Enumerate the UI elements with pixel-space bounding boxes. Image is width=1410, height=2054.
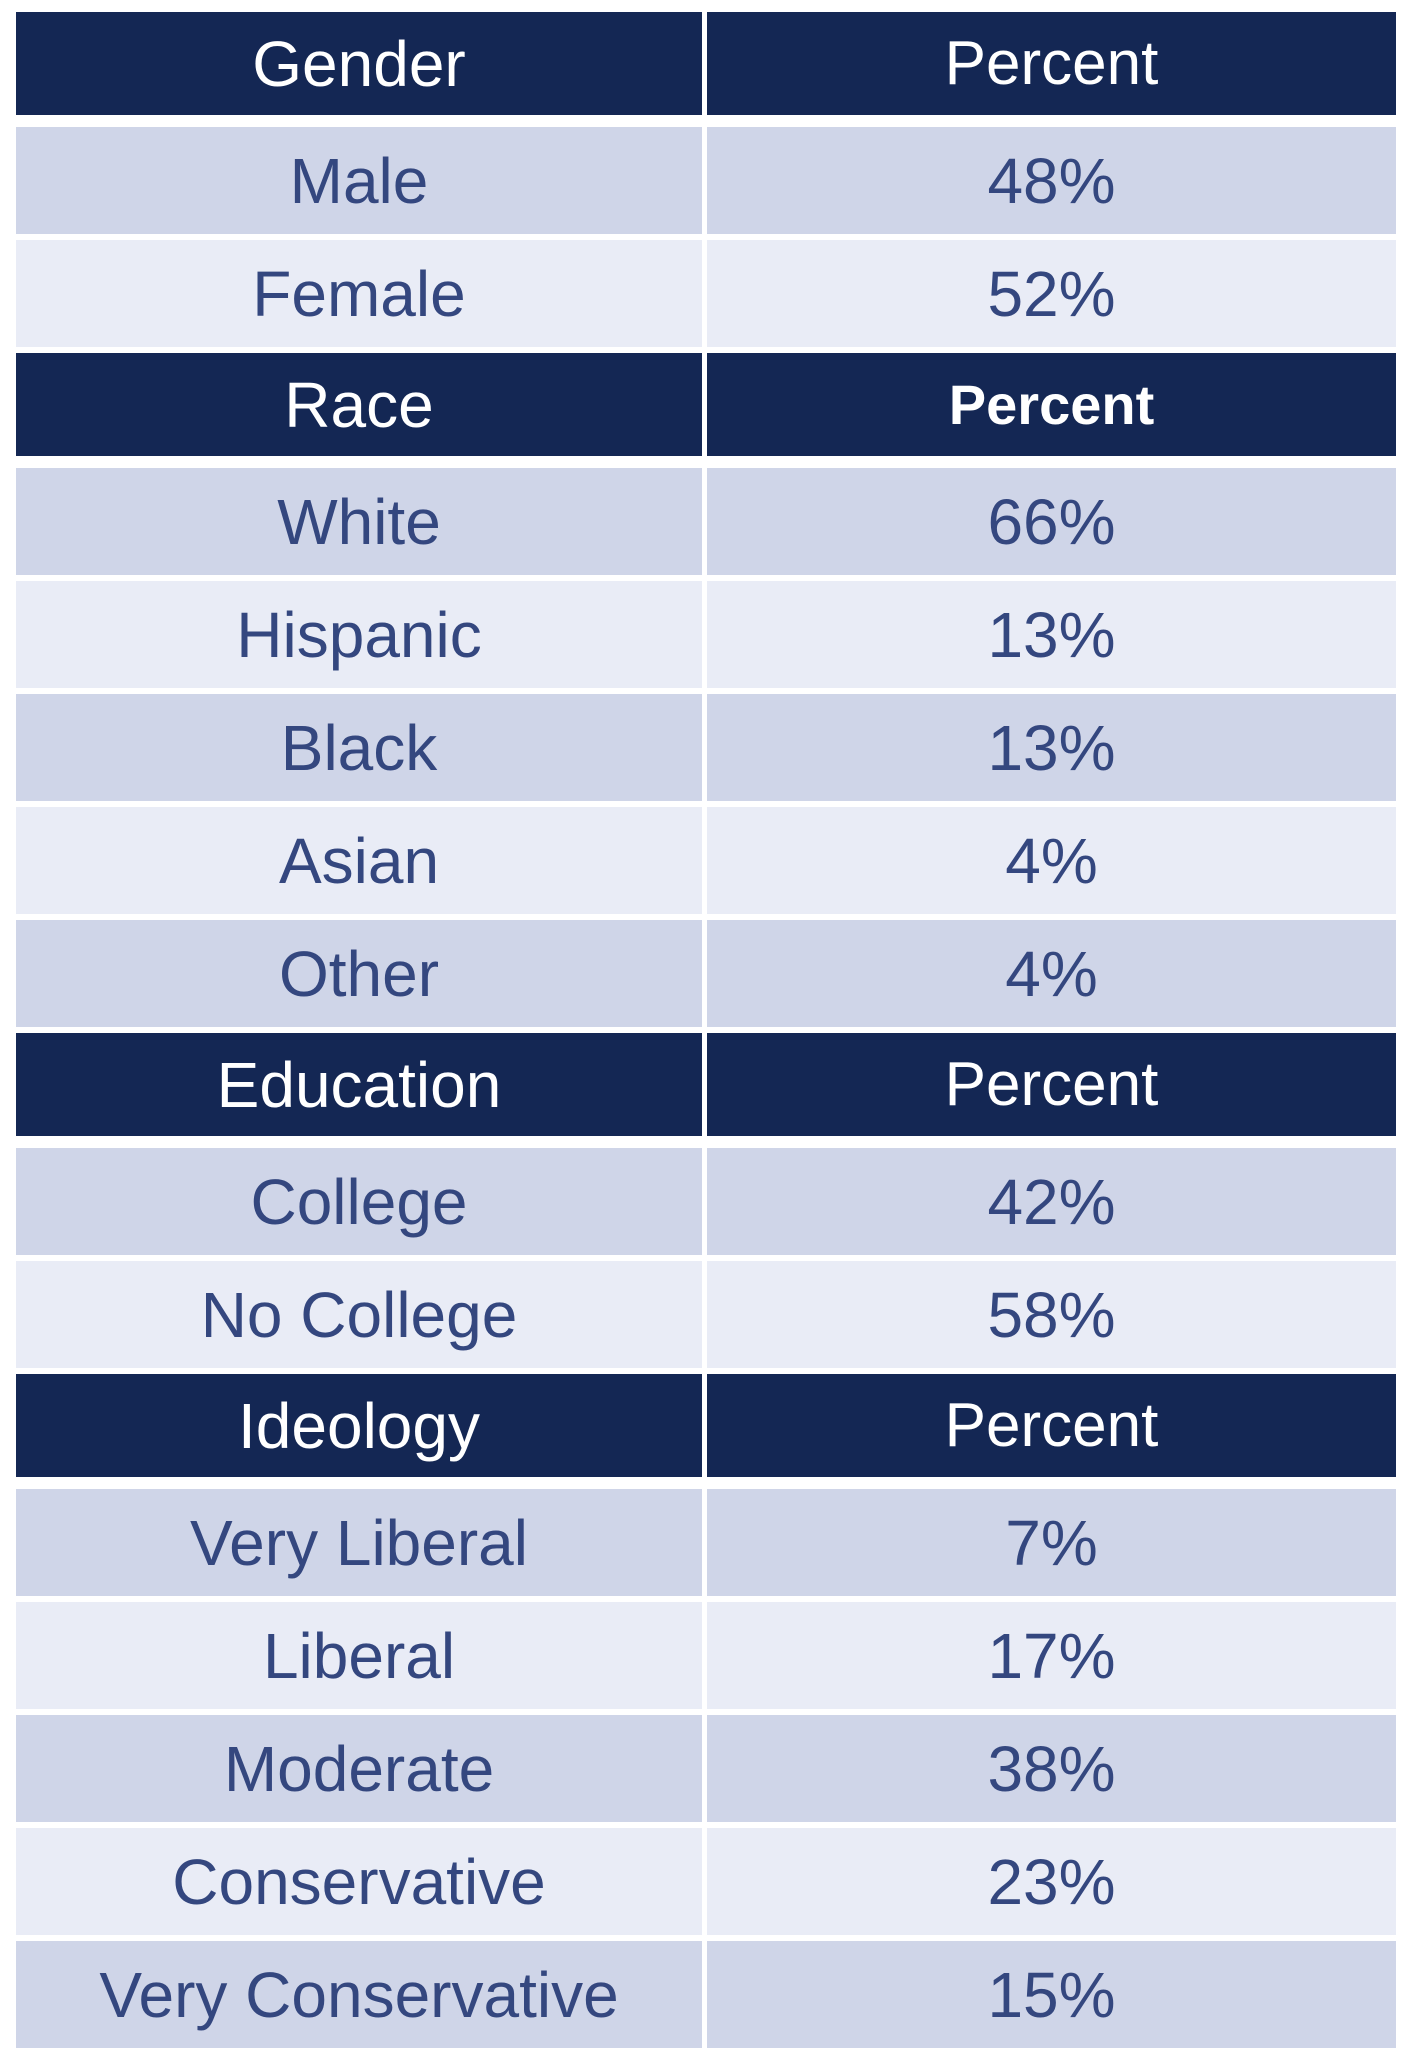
table-row: Female 52% [16,240,1396,347]
table-row: Hispanic 13% [16,581,1396,688]
header-percent-label: Percent [707,1033,1396,1136]
row-value: 52% [707,240,1396,347]
table-row: Asian 4% [16,807,1396,914]
demographics-table: Gender Percent Male 48% Female 52% Race … [16,12,1396,2054]
row-label: Very Liberal [16,1489,702,1596]
row-label: Moderate [16,1715,702,1822]
row-label: Conservative [16,1828,702,1935]
header-category-label: Race [16,353,702,456]
row-value: 15% [707,1941,1396,2048]
row-value: 13% [707,581,1396,688]
section-header-education: Education Percent [16,1033,1396,1136]
row-label: Other [16,920,702,1027]
row-label: Liberal [16,1602,702,1709]
table-row: College 42% [16,1148,1396,1255]
row-label: White [16,468,702,575]
row-label: Black [16,694,702,801]
table-row: Moderate 38% [16,1715,1396,1822]
row-value: 42% [707,1148,1396,1255]
table-row: Very Liberal 7% [16,1489,1396,1596]
header-percent-label: Percent [707,353,1396,456]
header-category-label: Gender [16,12,702,115]
table-row: Other 4% [16,920,1396,1027]
table-row: Conservative 23% [16,1828,1396,1935]
row-label: Asian [16,807,702,914]
row-value: 4% [707,807,1396,914]
row-value: 58% [707,1261,1396,1368]
header-category-label: Education [16,1033,702,1136]
row-value: 4% [707,920,1396,1027]
table-row: Black 13% [16,694,1396,801]
table-row: No College 58% [16,1261,1396,1368]
row-value: 17% [707,1602,1396,1709]
row-label: College [16,1148,702,1255]
section-header-ideology: Ideology Percent [16,1374,1396,1477]
row-label: No College [16,1261,702,1368]
row-value: 23% [707,1828,1396,1935]
row-value: 48% [707,127,1396,234]
header-percent-label: Percent [707,1374,1396,1477]
table-row: Male 48% [16,127,1396,234]
row-label: Female [16,240,702,347]
row-value: 7% [707,1489,1396,1596]
section-header-gender: Gender Percent [16,12,1396,115]
table-row: Liberal 17% [16,1602,1396,1709]
row-value: 66% [707,468,1396,575]
table-row: Very Conservative 15% [16,1941,1396,2048]
row-value: 13% [707,694,1396,801]
header-category-label: Ideology [16,1374,702,1477]
header-percent-label: Percent [707,12,1396,115]
table-row: White 66% [16,468,1396,575]
section-header-race: Race Percent [16,353,1396,456]
row-label: Hispanic [16,581,702,688]
row-label: Male [16,127,702,234]
row-value: 38% [707,1715,1396,1822]
row-label: Very Conservative [16,1941,702,2048]
